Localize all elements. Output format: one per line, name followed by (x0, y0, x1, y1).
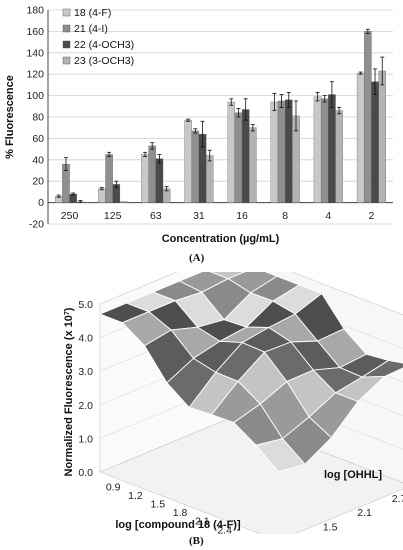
y-tick-label: 2.7 (392, 493, 403, 505)
legend-swatch (62, 24, 71, 33)
z-tick-label: 3.0 (78, 366, 93, 378)
fluorescence-bar-chart: -20 0 20 40 60 80 100 120 140 160 180 250 125 63 31 16 8… (4, 5, 393, 245)
y-tick-label: 1.5 (323, 522, 338, 534)
bar (119, 201, 128, 203)
x-tick-label: 2 (369, 210, 375, 222)
z-tick-label: 5.0 (78, 299, 93, 311)
legend-swatch (62, 40, 71, 49)
x-tick-label: 8 (282, 210, 288, 222)
x-tick-label: 2.1 (195, 516, 210, 528)
panel-label-a: (A) (189, 252, 205, 264)
x-tick-label: 16 (236, 210, 248, 222)
bar (191, 130, 200, 203)
bar (105, 154, 113, 203)
z-tick-label: 0.0 (78, 467, 93, 479)
y-tick-label: 0 (38, 197, 44, 209)
x-tick-label: 1.5 (150, 499, 165, 511)
bar (356, 72, 365, 203)
legend-label: 18 (4-F) (74, 7, 111, 19)
x-tick-label: 125 (104, 210, 122, 222)
bar (285, 99, 293, 203)
y-tick-label: 160 (26, 26, 44, 38)
bar (184, 120, 192, 203)
panel-label-b: (B) (189, 535, 204, 547)
z-axis-label: Normalized Fluorescence (x 107) (63, 307, 75, 476)
x-tick-label: 250 (61, 210, 79, 222)
x-tick-label: 63 (150, 210, 162, 222)
bar (155, 158, 164, 203)
z-tick-label: 4.0 (78, 333, 93, 345)
x-tick-label: 1.8 (173, 507, 188, 519)
legend-swatch (62, 56, 71, 65)
y-axis-label: % Fluorescence (4, 75, 16, 159)
y-tick-label: 20 (32, 176, 44, 188)
bar (249, 127, 257, 203)
bar (141, 154, 149, 203)
y-tick-label: 2.1 (357, 507, 372, 519)
y-tick-label: 60 (32, 133, 44, 145)
x-tick-label: 2.4 (217, 524, 232, 534)
surface-patch (255, 438, 306, 473)
x-axis-label: log [compound 18 (4-F)] (115, 519, 241, 531)
legend-swatch (62, 8, 71, 17)
x-tick-label: 31 (193, 210, 205, 222)
legend-label: 21 (4-I) (74, 23, 108, 35)
x-tick-label: 4 (325, 210, 331, 222)
x-tick-label: 0.9 (106, 481, 121, 493)
bar (270, 101, 279, 203)
bar (328, 94, 336, 203)
x-tick-label: 1.2 (128, 490, 143, 502)
bar (148, 145, 156, 203)
y-axis-label: log [OHHL] (324, 469, 382, 481)
bar (335, 110, 343, 203)
y-tick-label: 120 (26, 69, 44, 81)
x-axis-label: Concentration (µg/mL) (162, 233, 280, 245)
z-tick-label: 1.0 (78, 433, 93, 445)
x-tick-label: 2.7 (240, 533, 255, 534)
bar (364, 31, 372, 203)
y-tick-label: 100 (26, 90, 44, 102)
bar (378, 70, 386, 203)
z-tick-label: 2.0 (78, 400, 93, 412)
bar (234, 112, 243, 203)
gridline (99, 272, 403, 316)
fluorescence-surface-plot: 0.01.02.03.04.05.00.91.21.51.82.12.42.73… (63, 272, 403, 534)
bar (277, 100, 286, 203)
y-tick-label: 40 (32, 154, 44, 166)
bar (227, 101, 236, 203)
bar (98, 188, 106, 203)
bar (241, 109, 250, 203)
y-tick-label: -20 (29, 219, 44, 231)
bar (313, 96, 322, 203)
y-tick-label: 180 (26, 5, 44, 17)
y-tick-label: 80 (32, 112, 44, 124)
bar (205, 155, 214, 203)
bar (371, 81, 379, 203)
y-tick-label: 140 (26, 47, 44, 59)
legend-label: 22 (4-OCH3) (74, 39, 134, 51)
legend-label: 23 (3-OCH3) (74, 55, 134, 67)
bar (320, 98, 329, 203)
